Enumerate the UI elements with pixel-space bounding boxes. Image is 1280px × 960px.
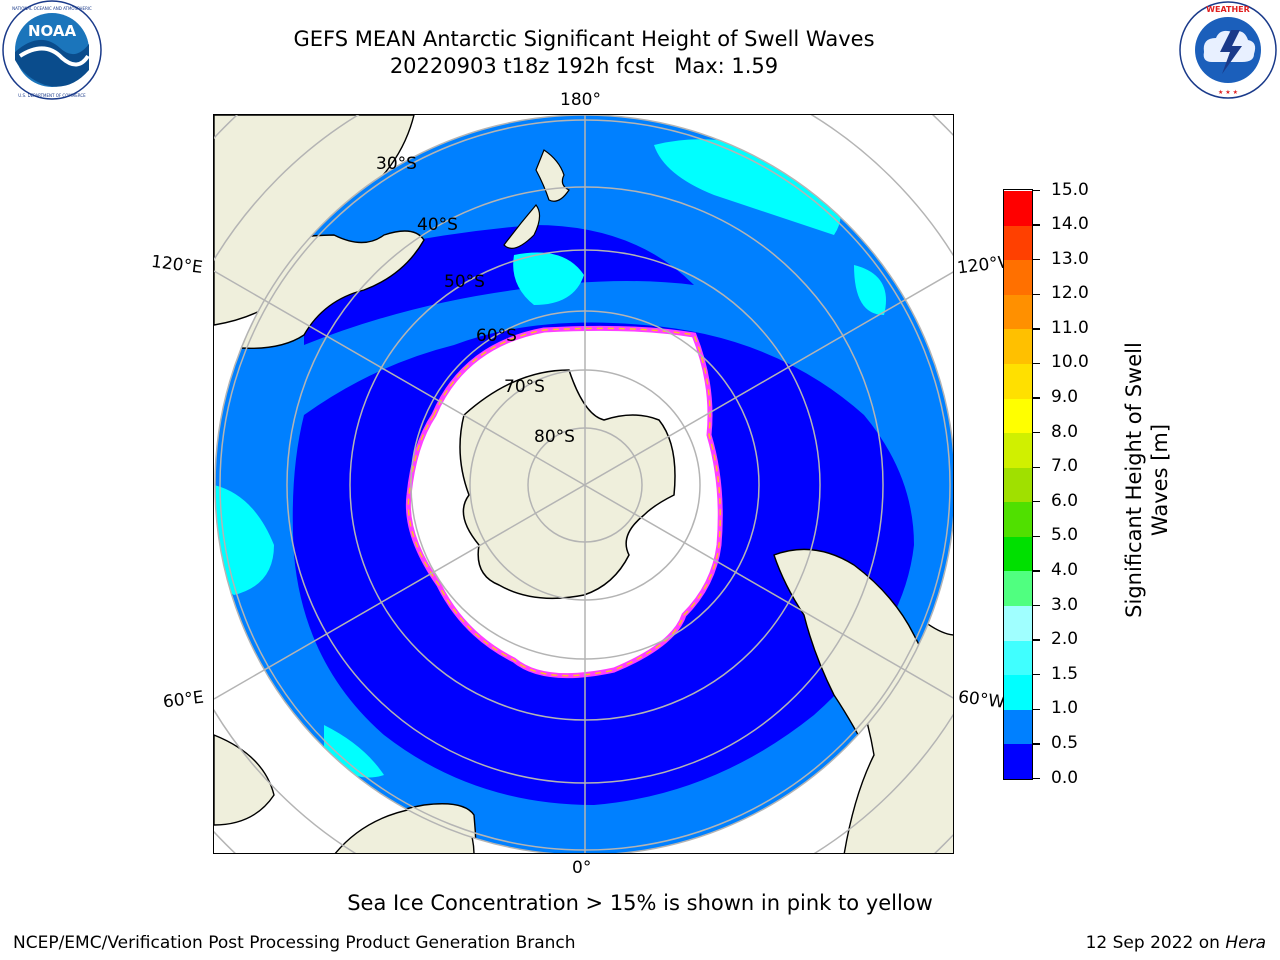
- colorbar-tick: [1033, 604, 1040, 607]
- colorbar-tick: [1033, 293, 1040, 295]
- colorbar-segment: [1004, 674, 1032, 710]
- colorbar-segment: [1004, 570, 1032, 607]
- polar-map: 30°S 40°S 50°S 60°S 70°S 80°S: [213, 114, 954, 854]
- colorbar-tick: [1033, 743, 1040, 745]
- run-date: 12 Sep 2022 on Hera: [1086, 933, 1266, 953]
- colorbar-tick-label: 0.0: [1051, 767, 1079, 788]
- colorbar-tick-label: 9.0: [1051, 387, 1079, 408]
- colorbar-tick-label: 15.0: [1051, 179, 1089, 200]
- colorbar-segment: [1004, 363, 1032, 399]
- colorbar: [1003, 189, 1033, 780]
- colorbar-segment: [1004, 467, 1032, 503]
- noaa-logo: NOAA NATIONAL OCEANIC AND ATMOSPHERIC U.…: [0, 0, 104, 104]
- credit-text: NCEP/EMC/Verification Post Processing Pr…: [13, 933, 576, 953]
- colorbar-segment: [1004, 709, 1032, 745]
- lon-label-120e: 120°E: [149, 251, 204, 279]
- lat-label-40s: 40°S: [417, 215, 458, 235]
- lat-label-60s: 60°S: [476, 326, 517, 346]
- colorbar-segment: [1004, 501, 1032, 537]
- colorbar-tick: [1033, 674, 1040, 676]
- colorbar-tick: [1033, 431, 1040, 434]
- lon-label-60e: 60°E: [161, 687, 205, 713]
- noaa-logo-text: NOAA: [28, 22, 77, 40]
- chart-title: GEFS MEAN Antarctic Significant Height o…: [293, 27, 875, 51]
- colorbar-tick: [1033, 535, 1040, 538]
- colorbar-tick: [1033, 224, 1040, 226]
- colorbar-tick-label: 13.0: [1051, 248, 1089, 269]
- colorbar-segment: [1004, 536, 1032, 572]
- colorbar-tick-label: 8.0: [1051, 421, 1079, 442]
- colorbar-tick: [1033, 777, 1040, 780]
- sea-ice-note: Sea Ice Concentration > 15% is shown in …: [347, 891, 933, 915]
- ocean-high: [654, 139, 841, 235]
- colorbar-tick-label: 1.5: [1051, 663, 1079, 684]
- svg-text:U.S. DEPARTMENT OF COMMERCE: U.S. DEPARTMENT OF COMMERCE: [18, 93, 86, 98]
- colorbar-tick: [1033, 258, 1040, 261]
- chart-subtitle: 20220903 t18z 192h fcst Max: 1.59: [389, 54, 779, 78]
- polar-map-svg: 30°S 40°S 50°S 60°S 70°S 80°S: [214, 115, 953, 853]
- lon-label-180: 180°: [560, 90, 601, 110]
- colorbar-tick-label: 3.0: [1051, 594, 1079, 615]
- svg-text:NATIONAL OCEANIC AND ATMOSPHER: NATIONAL OCEANIC AND ATMOSPHERIC: [12, 6, 92, 11]
- colorbar-tick-label: 14.0: [1051, 214, 1089, 235]
- colorbar-tick-label: 11.0: [1051, 317, 1089, 338]
- colorbar-title-line2: Waves [m]: [1148, 423, 1172, 537]
- machine-name: Hera: [1225, 933, 1266, 953]
- graticule: [214, 115, 953, 853]
- lat-label-50s: 50°S: [444, 272, 485, 292]
- colorbar-segment: [1004, 259, 1032, 295]
- run-date-text: 12 Sep 2022 on: [1085, 933, 1226, 953]
- colorbar-segment: [1004, 398, 1032, 434]
- lon-label-0: 0°: [572, 858, 592, 878]
- colorbar-tick: [1033, 708, 1040, 710]
- colorbar-tick: [1033, 466, 1040, 468]
- nws-logo: WEATHER ★ ★ ★: [1176, 0, 1280, 104]
- colorbar-tick-label: 5.0: [1051, 525, 1079, 546]
- colorbar-tick-label: 2.0: [1051, 629, 1079, 650]
- colorbar-segment: [1004, 225, 1032, 261]
- colorbar-segment: [1004, 605, 1032, 641]
- colorbar-segment: [1004, 640, 1032, 676]
- colorbar-tick: [1033, 362, 1040, 365]
- lat-label-70s: 70°S: [504, 377, 545, 397]
- colorbar-segment: [1004, 190, 1032, 226]
- colorbar-tick-label: 7.0: [1051, 456, 1079, 477]
- colorbar-tick-label: 0.5: [1051, 732, 1079, 753]
- sea-ice-edge: [407, 327, 721, 677]
- colorbar-segment: [1004, 294, 1032, 330]
- colorbar-tick-label: 4.0: [1051, 559, 1079, 580]
- svg-text:WEATHER: WEATHER: [1206, 5, 1250, 14]
- lat-label-30s: 30°S: [376, 154, 417, 174]
- lat-label-80s: 80°S: [534, 427, 575, 447]
- colorbar-tick: [1033, 397, 1040, 399]
- colorbar-tick: [1033, 189, 1040, 192]
- colorbar-segment: [1004, 328, 1032, 364]
- colorbar-tick-label: 12.0: [1051, 283, 1089, 304]
- colorbar-tick: [1033, 501, 1040, 503]
- colorbar-tick-label: 6.0: [1051, 490, 1079, 511]
- colorbar-tick-label: 1.0: [1051, 698, 1079, 719]
- colorbar-tick: [1033, 328, 1040, 330]
- colorbar-title-line1: Significant Height of Swell: [1122, 342, 1146, 618]
- svg-text:★ ★ ★: ★ ★ ★: [1218, 89, 1238, 96]
- colorbar-segment: [1004, 743, 1032, 779]
- colorbar-tick: [1033, 639, 1040, 641]
- colorbar-segment: [1004, 432, 1032, 468]
- colorbar-title: Significant Height of Swell Waves [m]: [1102, 300, 1192, 660]
- antarctica: [459, 369, 676, 600]
- colorbar-tick-label: 10.0: [1051, 352, 1089, 373]
- lon-label-60w: 60°W: [956, 687, 1006, 713]
- colorbar-tick: [1033, 570, 1040, 572]
